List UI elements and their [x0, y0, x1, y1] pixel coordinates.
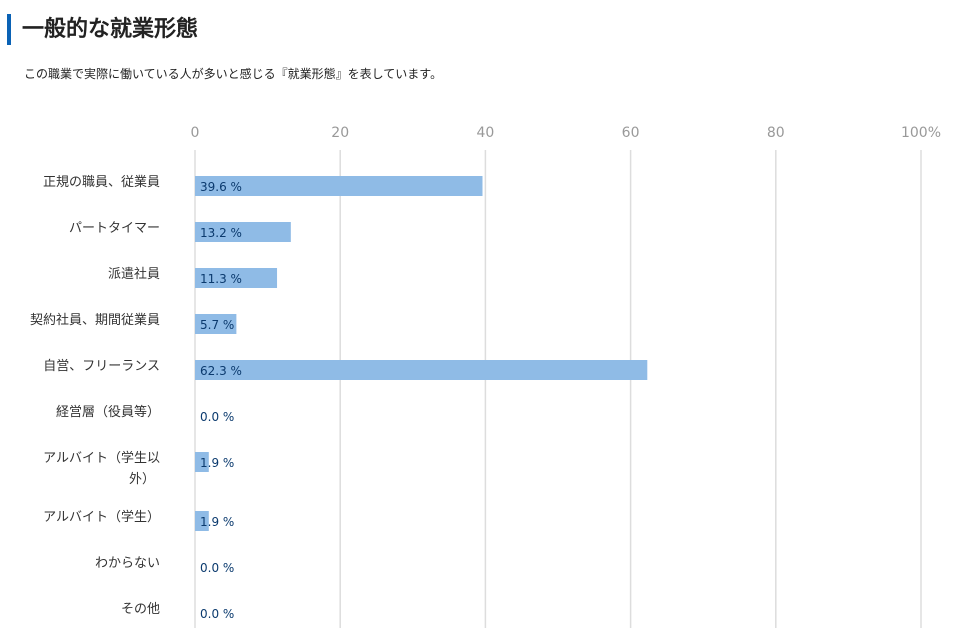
value-label: 39.6 % [200, 180, 242, 194]
x-tick-label: 20 [331, 125, 349, 141]
category-label: 正規の職員、従業員 [43, 174, 160, 190]
bar [195, 511, 209, 531]
x-tick-label: 80 [767, 125, 785, 141]
value-label: 0.0 % [200, 561, 234, 575]
value-label: 1.9 % [200, 515, 234, 529]
title-accent-bar [7, 14, 11, 45]
bar [195, 360, 648, 380]
bar [195, 222, 291, 242]
category-label: その他 [121, 602, 160, 617]
category-label: 外） [129, 472, 155, 487]
bar [195, 176, 483, 196]
value-label: 13.2 % [200, 226, 242, 240]
category-label: わからない [95, 556, 160, 571]
category-label: 派遣社員 [108, 266, 160, 282]
category-label: アルバイト（学生以 [43, 450, 160, 466]
category-label: 経営層（役員等） [56, 404, 160, 420]
x-tick-label: 60 [622, 125, 640, 141]
page-title: 一般的な就業形態 [22, 17, 199, 42]
category-label: アルバイト（学生） [43, 509, 160, 525]
category-label: パートタイマー [69, 221, 160, 236]
value-label: 0.0 % [200, 607, 234, 621]
value-label: 5.7 % [200, 318, 234, 332]
x-tick-label: 0 [191, 125, 200, 141]
value-label: 0.0 % [200, 410, 234, 424]
category-label: 自営、フリーランス [43, 359, 160, 374]
category-label: 契約社員、期間従業員 [30, 312, 160, 328]
bar [195, 452, 209, 472]
bar [195, 268, 278, 288]
x-tick-label: 100% [901, 125, 941, 141]
x-tick-label: 40 [476, 125, 494, 141]
page-description: この職業で実際に働いている人が多いと感じる『就業形態』を表しています。 [24, 67, 443, 81]
bar [195, 314, 237, 334]
value-label: 1.9 % [200, 456, 234, 470]
value-label: 62.3 % [200, 364, 242, 378]
value-label: 11.3 % [200, 272, 242, 286]
